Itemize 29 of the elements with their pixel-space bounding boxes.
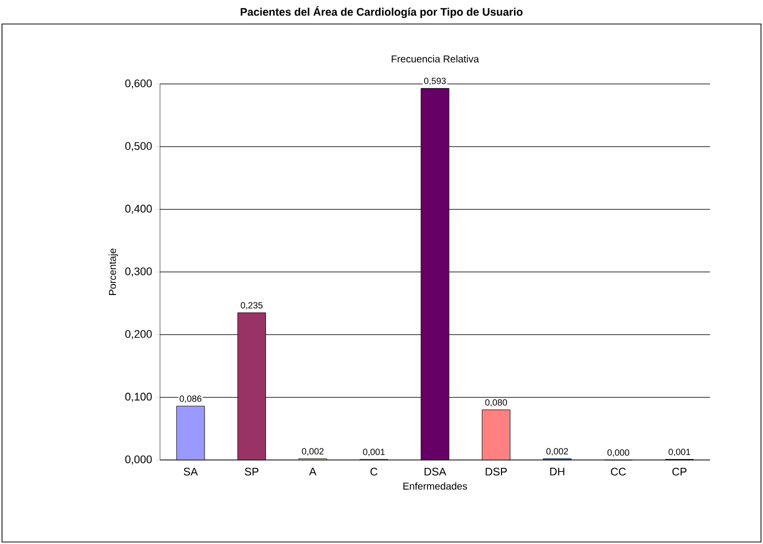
x-tick-label: DSA (424, 468, 446, 476)
y-tick-label: 0,400 (125, 204, 152, 214)
x-tick-label: CC (610, 468, 626, 476)
data-label: 0,593 (424, 78, 446, 86)
y-axis-title: Porcentaje (108, 248, 118, 295)
y-tick-label: 0,200 (125, 330, 152, 340)
x-tick-label: C (370, 468, 378, 476)
data-label: 0,086 (180, 395, 202, 403)
x-axis-title: Enfermedades (403, 482, 468, 490)
y-tick-label: 0,000 (125, 455, 152, 465)
y-tick-label: 0,300 (125, 267, 152, 277)
x-tick-label: SP (244, 468, 258, 476)
data-label: 0,001 (668, 448, 690, 456)
data-label: 0,001 (363, 448, 385, 456)
data-label: 0,002 (302, 448, 324, 456)
data-label: 0,235 (240, 302, 263, 310)
y-tick-label: 0,100 (125, 392, 152, 402)
x-tick-label: SA (184, 468, 198, 476)
y-tick-label: 0,600 (125, 79, 152, 89)
x-tick-label: DH (550, 468, 564, 476)
chart-title: Pacientes del Área de Cardiología por Tipo de Usuario (240, 6, 523, 18)
data-label: 0,080 (485, 399, 507, 407)
data-label: 0,002 (546, 448, 568, 456)
x-tick-label: CP (672, 468, 686, 476)
data-label: 0,000 (607, 449, 630, 457)
x-tick-label: A (309, 468, 316, 476)
x-tick-label: DSP (486, 468, 507, 476)
chart-subtitle: Frecuencia Relativa (392, 55, 480, 62)
y-tick-label: 0,500 (125, 142, 152, 152)
